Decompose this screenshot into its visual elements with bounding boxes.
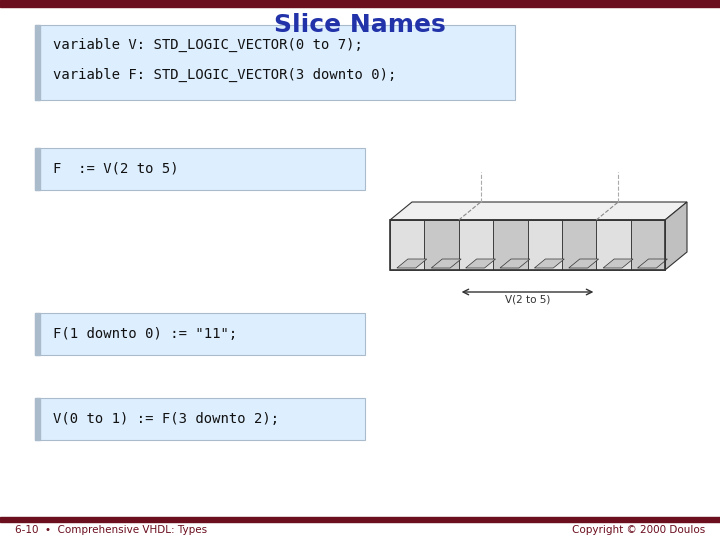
Polygon shape: [424, 220, 459, 270]
Text: variable V: STD_LOGIC_VECTOR(0 to 7);: variable V: STD_LOGIC_VECTOR(0 to 7);: [53, 38, 363, 52]
Text: F  := V(2 to 5): F := V(2 to 5): [53, 162, 179, 176]
Polygon shape: [459, 220, 493, 270]
Polygon shape: [665, 202, 687, 270]
Text: variable F: STD_LOGIC_VECTOR(3 downto 0);: variable F: STD_LOGIC_VECTOR(3 downto 0)…: [53, 68, 397, 82]
Text: V(2 to 5): V(2 to 5): [505, 295, 550, 305]
Polygon shape: [569, 259, 598, 268]
Polygon shape: [603, 259, 633, 268]
Bar: [0, 0, 720, 7]
Bar: [0, 517, 720, 522]
Polygon shape: [390, 220, 424, 270]
Polygon shape: [534, 259, 564, 268]
FancyBboxPatch shape: [35, 148, 365, 190]
Bar: [35, 398, 40, 440]
Polygon shape: [562, 220, 596, 270]
Polygon shape: [637, 259, 667, 268]
Bar: [35, 148, 40, 190]
Bar: [35, 25, 40, 100]
Text: F(1 downto 0) := "11";: F(1 downto 0) := "11";: [53, 327, 238, 341]
Polygon shape: [397, 259, 427, 268]
Polygon shape: [390, 202, 687, 220]
Polygon shape: [596, 220, 631, 270]
Text: Copyright © 2000 Doulos: Copyright © 2000 Doulos: [572, 525, 705, 535]
Text: V(0 to 1) := F(3 downto 2);: V(0 to 1) := F(3 downto 2);: [53, 412, 279, 426]
Polygon shape: [431, 259, 461, 268]
FancyBboxPatch shape: [35, 25, 515, 100]
Polygon shape: [631, 220, 665, 270]
Polygon shape: [493, 220, 528, 270]
FancyBboxPatch shape: [35, 313, 365, 355]
Text: Slice Names: Slice Names: [274, 13, 446, 37]
Bar: [35, 313, 40, 355]
Polygon shape: [500, 259, 530, 268]
FancyBboxPatch shape: [35, 398, 365, 440]
Text: 6-10  •  Comprehensive VHDL: Types: 6-10 • Comprehensive VHDL: Types: [15, 525, 207, 535]
Polygon shape: [528, 220, 562, 270]
Polygon shape: [466, 259, 495, 268]
